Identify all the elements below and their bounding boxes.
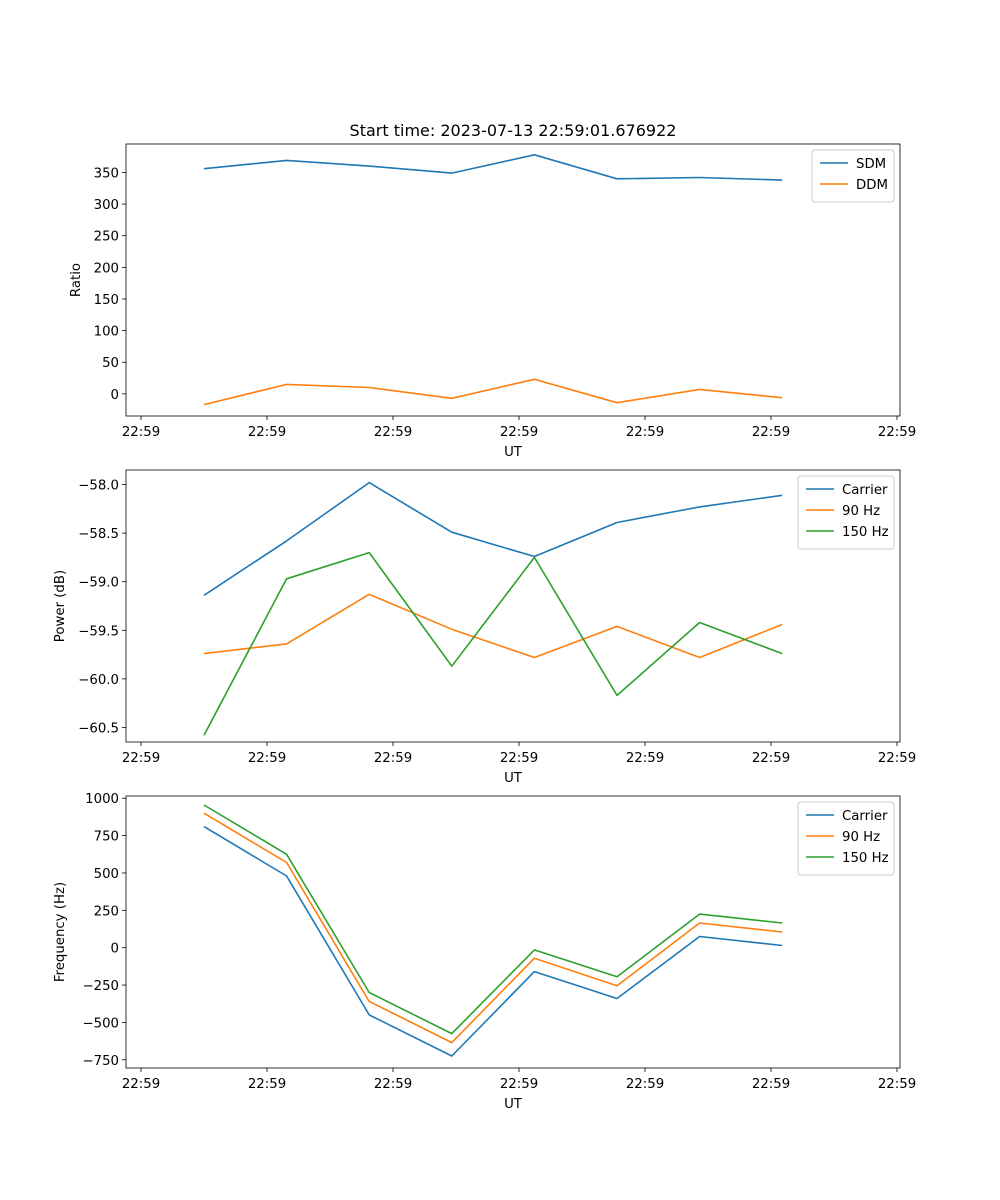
x-tick-label: 22:59 [122, 1077, 160, 1092]
x-tick-label: 22:59 [122, 751, 160, 766]
x-tick-label: 22:59 [626, 425, 664, 440]
x-tick-label: 22:59 [248, 751, 286, 766]
series-line-ddm [203, 378, 783, 406]
chart-panel-1: Start time: 2023-07-13 22:59:01.676922 22… [69, 121, 916, 460]
x-tick-label: 22:59 [752, 1077, 790, 1092]
y-tick-label: 300 [94, 198, 119, 213]
legend-label: Carrier [842, 809, 888, 824]
x-tick-label: 22:59 [752, 425, 790, 440]
series-line-90-hz [203, 593, 783, 659]
legend: Carrier 90 Hz 150 Hz [797, 801, 895, 876]
y-tick-label: −58.5 [78, 527, 119, 542]
series-line-sdm [203, 154, 783, 181]
y-tick-label: 0 [111, 942, 119, 957]
y-axis-label: Power (dB) [53, 570, 68, 642]
legend-label: 90 Hz [842, 504, 880, 519]
legend-label: SDM [856, 157, 886, 172]
y-tick-label: −500 [82, 1016, 119, 1031]
x-tick-label: 22:59 [374, 1077, 412, 1092]
legend-label: DDM [856, 178, 888, 193]
legend-label: Carrier [842, 483, 888, 498]
x-tick-label: 22:59 [500, 751, 538, 766]
y-axis-label: Ratio [69, 263, 84, 297]
y-tick-label: 50 [102, 356, 119, 371]
chart-panel-2: 22:5922:5922:5922:5922:5922:5922:5923:00… [53, 469, 916, 786]
y-tick-label: 100 [94, 325, 119, 340]
x-tick-label: 22:59 [626, 1077, 664, 1092]
x-tick-label: 22:59 [500, 1077, 538, 1092]
x-tick-label: 22:59 [626, 751, 664, 766]
y-tick-label: −60.5 [78, 721, 119, 736]
charts: Start time: 2023-07-13 22:59:01.676922 22… [53, 121, 916, 1112]
y-tick-label: 250 [94, 904, 119, 919]
x-axis-label: UT [504, 445, 523, 460]
y-tick-label: 1000 [85, 792, 119, 807]
y-tick-label: 500 [94, 867, 119, 882]
x-axis-label: UT [504, 1097, 523, 1112]
y-tick-label: 200 [94, 261, 119, 276]
x-tick-label: 22:59 [878, 751, 916, 766]
axes-frame [125, 795, 901, 1069]
axes-frame [125, 469, 901, 743]
series-line-carrier [203, 481, 783, 596]
x-axis-label: UT [504, 771, 523, 786]
x-tick-label: 22:59 [500, 425, 538, 440]
y-tick-label: −750 [82, 1054, 119, 1069]
y-tick-label: −59.5 [78, 624, 119, 639]
y-axis-label: Frequency (Hz) [53, 882, 68, 982]
legend-label: 90 Hz [842, 830, 880, 845]
y-tick-label: 250 [94, 230, 119, 245]
y-tick-label: −59.0 [78, 576, 119, 591]
legend-label: 150 Hz [842, 525, 889, 540]
x-tick-label: 22:59 [752, 751, 790, 766]
axes-frame [125, 143, 901, 417]
y-tick-label: 750 [94, 830, 119, 845]
y-tick-label: 350 [94, 166, 119, 181]
y-tick-label: −250 [82, 979, 119, 994]
series-line-90-hz [203, 812, 783, 1044]
x-tick-label: 22:59 [878, 425, 916, 440]
chart-title: Start time: 2023-07-13 22:59:01.676922 [350, 121, 677, 140]
x-tick-label: 22:59 [248, 1077, 286, 1092]
chart-panel-3: 22:5922:5922:5922:5922:5922:5922:5923:00… [53, 792, 916, 1112]
series-line-carrier [203, 825, 783, 1057]
x-tick-label: 22:59 [122, 425, 160, 440]
x-tick-label: 22:59 [248, 425, 286, 440]
legend-label: 150 Hz [842, 851, 889, 866]
x-tick-label: 22:59 [374, 751, 412, 766]
legend: SDM DDM [811, 149, 895, 203]
series-line-150-hz [203, 804, 783, 1035]
y-tick-label: 0 [111, 388, 119, 403]
legend: Carrier 90 Hz 150 Hz [797, 475, 895, 550]
y-tick-label: 150 [94, 293, 119, 308]
x-tick-label: 22:59 [878, 1077, 916, 1092]
y-tick-label: −60.0 [78, 673, 119, 688]
y-tick-label: −58.0 [78, 479, 119, 494]
x-tick-label: 22:59 [374, 425, 412, 440]
series-line-150-hz [203, 551, 783, 736]
